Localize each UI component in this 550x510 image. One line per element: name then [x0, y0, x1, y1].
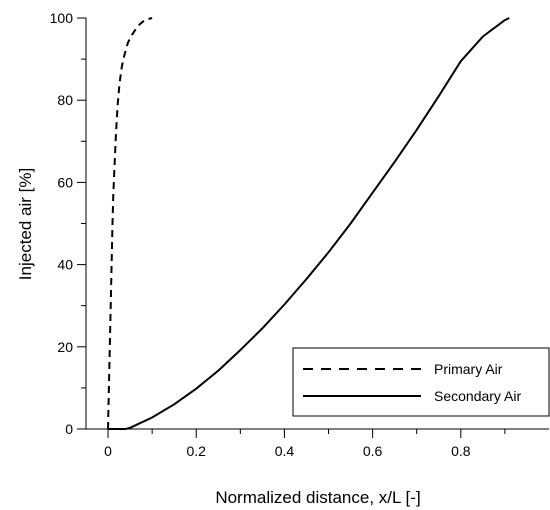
y-tick-label: 100: [50, 10, 74, 26]
y-tick-label: 60: [57, 174, 73, 190]
legend: Primary Air Secondary Air: [292, 347, 550, 417]
y-tick-label: 40: [57, 257, 73, 273]
y-axis-title: Injected air [%]: [16, 168, 35, 280]
x-axis-ticks: 0 0.2 0.4 0.6 0.8: [104, 429, 506, 459]
legend-label: Secondary Air: [434, 388, 521, 404]
x-tick-label: 0.8: [451, 443, 471, 459]
y-tick-label: 0: [65, 421, 73, 437]
x-tick-label: 0.2: [187, 443, 207, 459]
series-line-secondary-air: [108, 17, 510, 430]
x-tick-label: 0: [104, 443, 112, 459]
x-tick-label: 0.4: [275, 443, 295, 459]
series-line-primary-air: [107, 17, 153, 430]
legend-label: Primary Air: [434, 361, 503, 377]
y-tick-label: 80: [57, 92, 73, 108]
x-axis-title: Normalized distance, x/L [-]: [215, 488, 420, 507]
x-tick-label: 0.6: [363, 443, 383, 459]
y-tick-label: 20: [57, 339, 73, 355]
y-axis-ticks: 0 20 40 60 80 100: [50, 10, 86, 437]
legend-box: [292, 347, 550, 417]
series-lines: [107, 17, 510, 430]
